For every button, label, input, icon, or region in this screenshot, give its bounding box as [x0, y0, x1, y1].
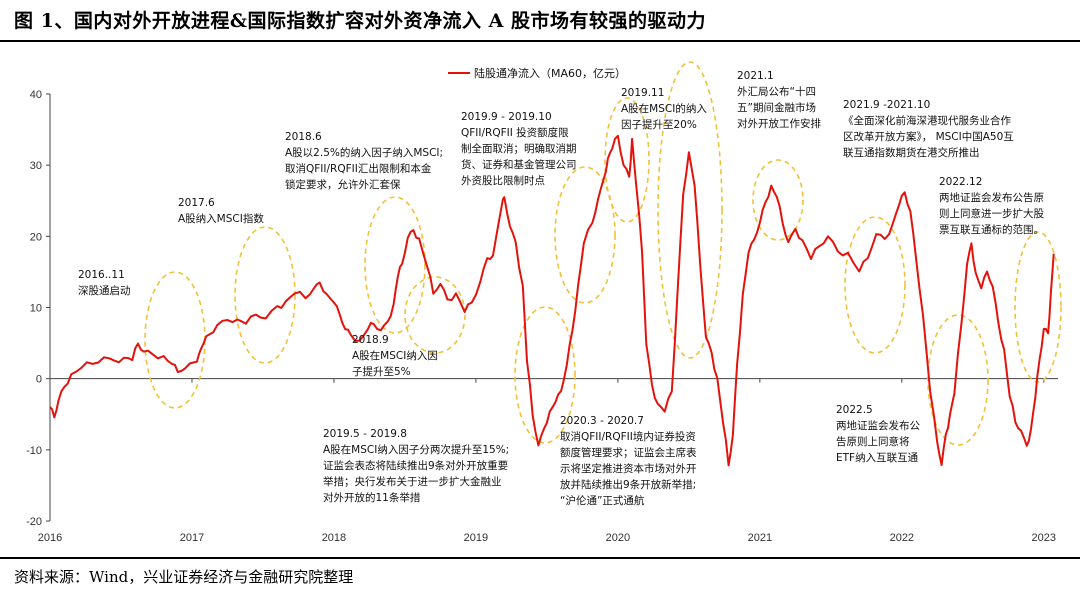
annotation-line: A股在MSCI纳入因子分两次提升至15%; [323, 443, 509, 456]
annotation-line: QFII/RQFII 投资额度限 [461, 126, 569, 139]
highlight-circle [927, 314, 989, 446]
highlight-circle [554, 166, 616, 304]
data-line [49, 134, 1055, 467]
highlight-circle [364, 196, 426, 334]
x-tick-label: 2018 [322, 532, 346, 544]
annotation-line: A股纳入MSCI指数 [178, 212, 264, 225]
annotation: 2019.11 A股在MSCI的纳入因子提升至20% [621, 87, 707, 131]
x-tick-label: 2016 [38, 532, 62, 544]
axes: 40 30 20 10 0 -10 -20 2016 2017 2018 2019 2020 2021 2… [26, 89, 1058, 544]
source-divider [0, 557, 1080, 559]
annotation: 2018.9 A股在MSCI纳入因子提升至5% [352, 334, 438, 378]
x-tick-label: 2021 [748, 532, 772, 544]
highlight-circle [844, 216, 906, 354]
annotation-line: 2016..11 [78, 269, 125, 281]
y-tick-label: -20 [26, 516, 42, 528]
annotation-line: 2021.1 [737, 70, 774, 82]
annotations: 2016..11 深股通启动 2017.6 A股纳入MSCI指数 2018.6 A股以2.… [78, 70, 1044, 507]
chart-title: 图 1、国内对外开放进程&国际指数扩容对外资净流入 A 股市场有较强的驱动力 [14, 10, 706, 32]
y-tick-label: 0 [36, 374, 42, 386]
highlight-circle [514, 306, 576, 444]
annotation-line: 制全面取消；明确取消期 [461, 142, 577, 155]
annotation-line: 两地证监会发布公 [836, 419, 920, 432]
annotation-line: 对外开放的11条举措 [323, 491, 421, 504]
y-tick-label: 30 [30, 160, 42, 172]
x-tick-label: 2019 [464, 532, 488, 544]
annotation-line: ETF纳入互联互通 [836, 451, 919, 464]
highlight-circle [752, 159, 804, 241]
legend-label: 陆股通净流入（MA60，亿元） [474, 66, 626, 80]
annotation: 2020.3 - 2020.7 取消QFII/RQFII境内证券投资额度管理要求；… [560, 415, 697, 507]
annotation-line: 因子提升至20% [621, 119, 697, 131]
title-divider [0, 40, 1080, 42]
annotation-line: 2021.9 -2021.10 [843, 99, 930, 111]
annotation-line: 2020.3 - 2020.7 [560, 415, 644, 427]
annotation-line: 2019.5 - 2019.8 [323, 428, 407, 440]
annotation-line: 示将坚定推进资本市场对外开 [560, 462, 697, 475]
x-tick-label: 2017 [180, 532, 204, 544]
annotation-line: 联互通指数期货在港交所推出 [843, 146, 980, 159]
source-note: 资料来源：Wind，兴业证券经济与金融研究院整理 [14, 568, 354, 586]
annotation-line: “沪伦通”正式通航 [560, 494, 645, 507]
highlight-circle [604, 97, 650, 223]
annotation: 2021.1 外汇局公布“十四五”期间金融市场对外开放工作安排 [737, 70, 821, 130]
annotation: 2021.9 -2021.10 《全面深化前海深港现代服务业合作区改革开放方案》，… [843, 99, 1014, 159]
annotation: 2018.6 A股以2.5%的纳入因子纳入MSCI; 取消QFII/RQFII汇出限… [285, 131, 443, 191]
x-tick-label: 2022 [890, 532, 914, 544]
annotation-line: 2019.11 [621, 87, 664, 99]
annotation-line: 《全面深化前海深港现代服务业合作 [843, 114, 1011, 127]
annotation-line: 外资股比限制时点 [461, 174, 545, 187]
highlight-circle [657, 61, 723, 359]
annotation-line: A股在MSCI的纳入 [621, 102, 707, 115]
annotation: 2022.12 两地证监会发布公告原则上同意进一步扩大股票互联互通标的范围。 [939, 176, 1044, 236]
annotation-line: 放并陆续推出9条开放新举措; [560, 478, 696, 491]
annotation-line: A股以2.5%的纳入因子纳入MSCI; [285, 146, 443, 159]
series-line [49, 134, 1055, 467]
annotation-line: 票互联互通标的范围。 [939, 223, 1044, 236]
annotation-line: 取消QFII/RQFII汇出限制和本金 [285, 162, 432, 175]
x-tick-label: 2023 [1032, 532, 1056, 544]
annotation-line: 锁定要求，允许外汇套保 [285, 178, 401, 191]
annotation-line: 取消QFII/RQFII境内证券投资 [560, 430, 696, 443]
legend: 陆股通净流入（MA60，亿元） [448, 66, 626, 80]
annotation-line: 外汇局公布“十四 [737, 85, 816, 98]
annotation: 2017.6 A股纳入MSCI指数 [178, 197, 264, 225]
highlight-circle [144, 271, 206, 409]
annotation: 2019.5 - 2019.8 A股在MSCI纳入因子分两次提升至15%; 证监会表… [323, 428, 509, 504]
highlight-circle [1014, 231, 1062, 383]
highlight-circle [404, 276, 466, 354]
y-tick-label: -10 [26, 445, 42, 457]
annotation-line: 货、证券和基金管理公司 [461, 158, 577, 171]
annotation-line: 2022.12 [939, 176, 982, 188]
annotation-line: 额度管理要求；证监会主席表 [560, 446, 697, 459]
y-tick-label: 20 [30, 231, 42, 243]
annotation-line: 2017.6 [178, 197, 215, 209]
x-tick-label: 2020 [606, 532, 630, 544]
annotation-line: 2019.9 - 2019.10 [461, 111, 552, 123]
highlight-circle [234, 226, 296, 364]
y-tick-label: 10 [30, 303, 42, 315]
annotation-line: 两地证监会发布公告原 [939, 191, 1044, 204]
annotation-line: 五”期间金融市场 [737, 101, 816, 114]
annotation-line: 举措；央行发布关于进一步扩大金融业 [323, 475, 502, 488]
line-chart: 40 30 20 10 0 -10 -20 2016 2017 2018 2019 2020 2021 2… [26, 61, 1062, 544]
annotation-line: A股在MSCI纳入因 [352, 349, 438, 362]
annotation: 2016..11 深股通启动 [78, 269, 131, 297]
annotation: 2019.9 - 2019.10 QFII/RQFII 投资额度限制全面取消；明确… [461, 111, 577, 187]
annotation-line: 2018.9 [352, 334, 389, 346]
annotation-line: 对外开放工作安排 [737, 117, 821, 130]
annotation-line: 告原则上同意将 [836, 435, 910, 448]
y-tick-label: 40 [30, 89, 42, 101]
annotation: 2022.5 两地证监会发布公告原则上同意将 ETF纳入互联互通 [836, 404, 920, 464]
annotation-line: 子提升至5% [352, 366, 411, 378]
annotation-line: 则上同意进一步扩大股 [939, 207, 1044, 220]
annotation-line: 2018.6 [285, 131, 322, 143]
annotation-line: 证监会表态将陆续推出9条对外开放重要 [323, 459, 508, 472]
annotation-line: 区改革开放方案》， MSCI中国A50互 [843, 130, 1014, 143]
annotation-line: 深股通启动 [78, 284, 131, 297]
annotation-line: 2022.5 [836, 404, 873, 416]
